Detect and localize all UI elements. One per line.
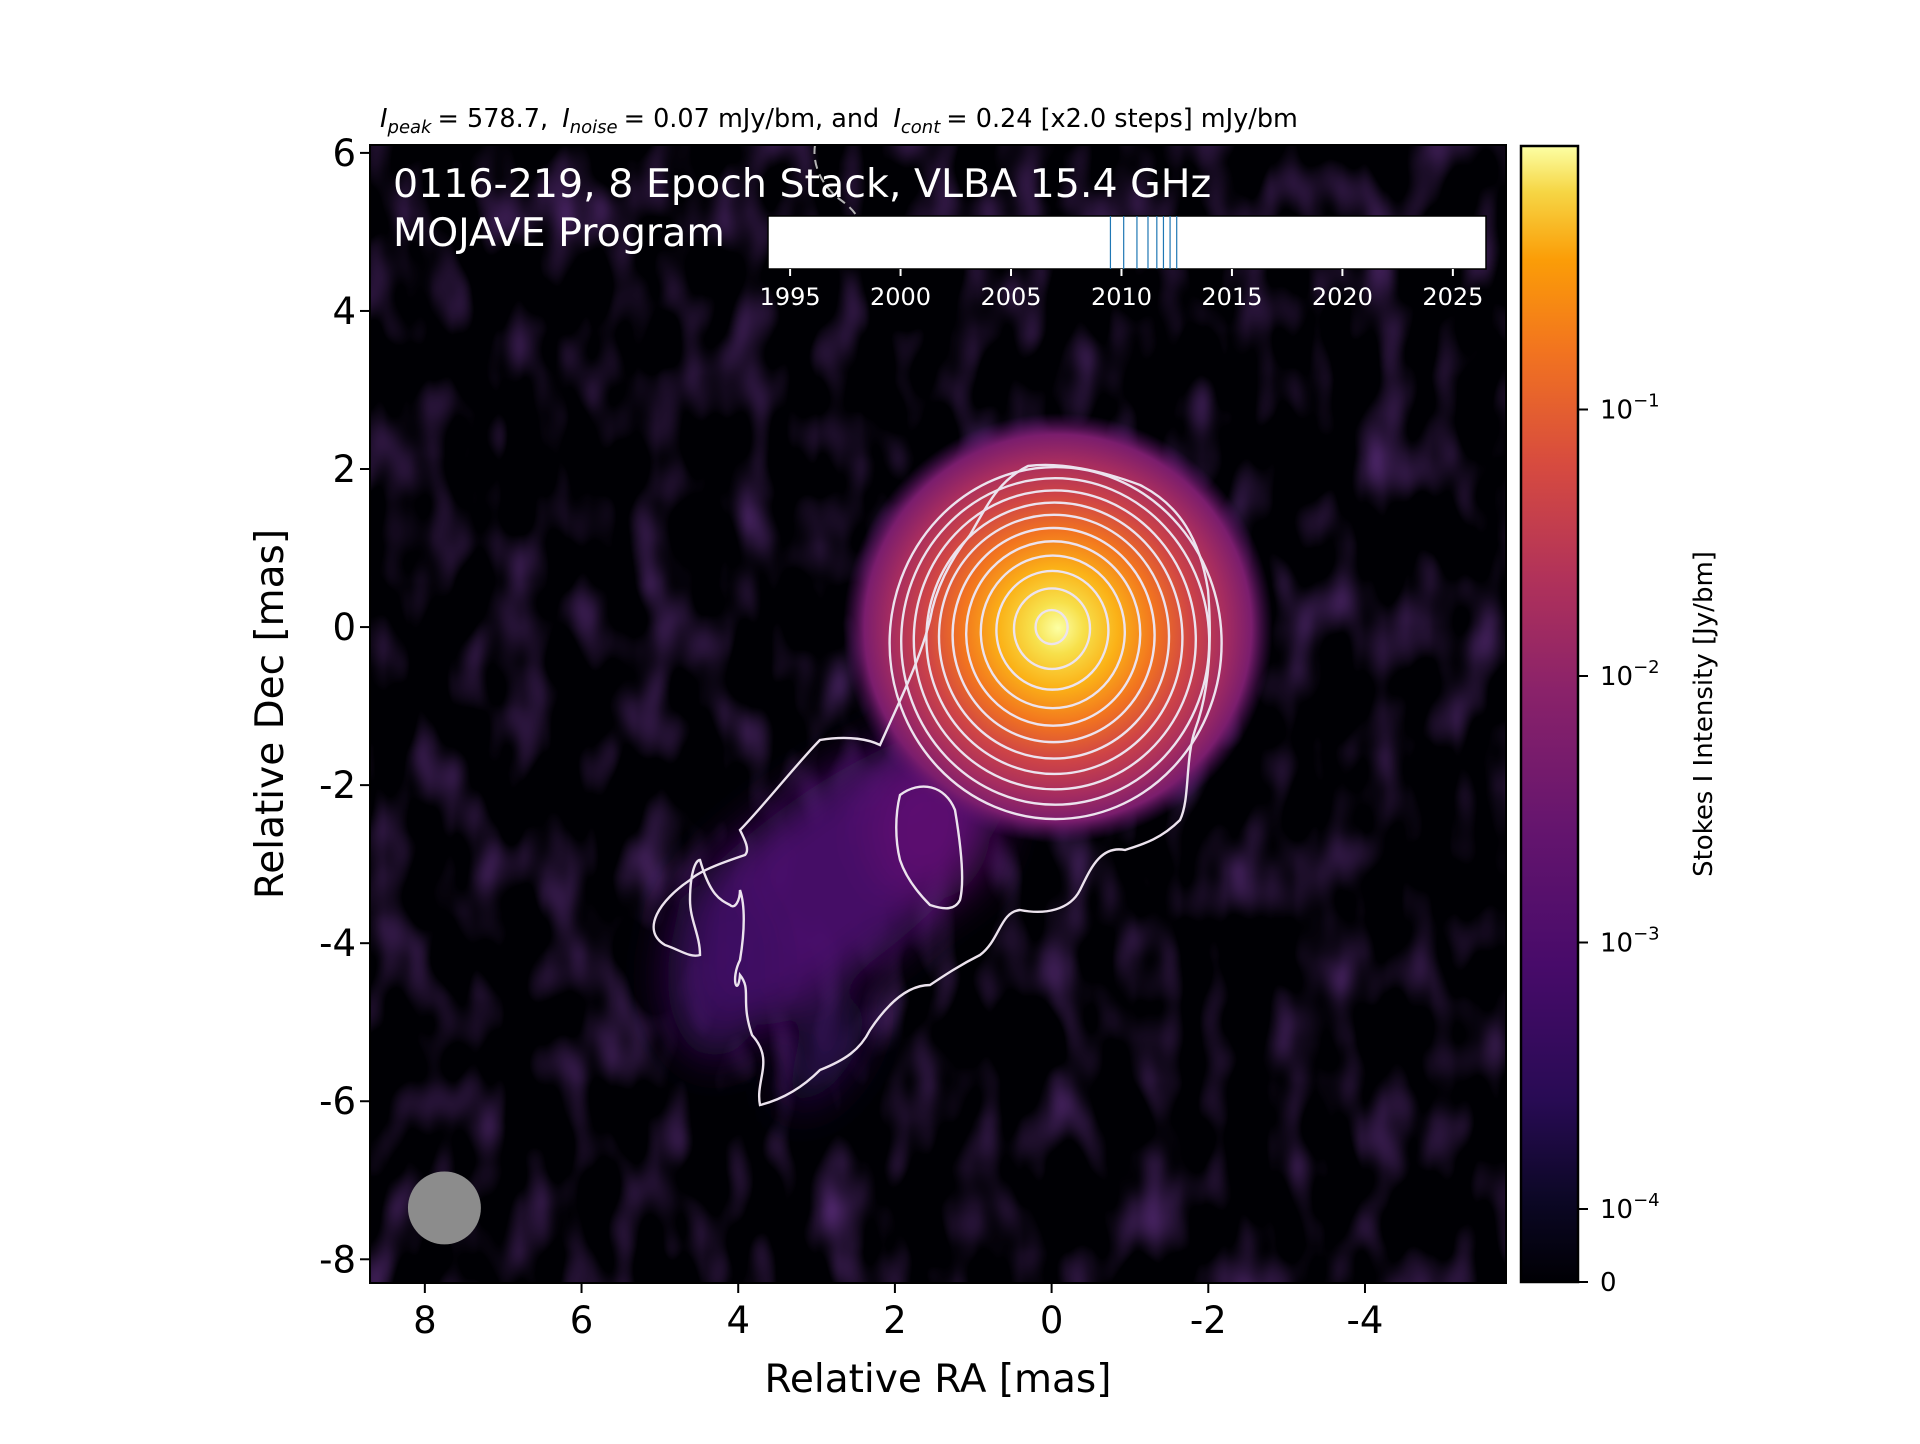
plot-frame xyxy=(369,144,1507,1284)
contour-level-11 xyxy=(888,465,1223,821)
y-tick-label: -8 xyxy=(319,1238,356,1281)
x-tick-label: 4 xyxy=(726,1299,750,1342)
x-axis: 8 6 4 2 0 -2 -4 xyxy=(413,1283,1383,1342)
colorbar-ticks: 0 10−4 10−3 10−2 10−1 xyxy=(1578,391,1660,1298)
x-tick-label: 8 xyxy=(413,1299,437,1342)
x-tick-label: 2 xyxy=(883,1299,907,1342)
contour-outer xyxy=(652,463,1211,1107)
contour-level-9 xyxy=(912,489,1198,791)
x-tick-label: -2 xyxy=(1190,1299,1227,1342)
contour-level-3 xyxy=(995,569,1110,691)
y-tick-label: -6 xyxy=(319,1080,356,1123)
dashed-contour xyxy=(813,145,861,226)
y-tick-label: 0 xyxy=(332,606,356,649)
colorbar-tick-label: 10−4 xyxy=(1600,1190,1660,1225)
colorbar-frame xyxy=(1519,144,1580,1284)
timeline-tick-label: 2015 xyxy=(1201,283,1262,311)
y-axis: 6 4 2 0 -2 -4 -6 -8 xyxy=(319,132,370,1281)
timeline-tick-label: 2005 xyxy=(980,283,1041,311)
colorbar-tick-label: 10−1 xyxy=(1600,391,1660,426)
x-tick-label: -4 xyxy=(1347,1299,1384,1342)
contour-level-5 xyxy=(964,540,1142,727)
colorbar-tick-label: 0 xyxy=(1600,1268,1617,1298)
y-tick-label: -4 xyxy=(319,922,356,965)
x-axis-label: Relative RA [mas] xyxy=(765,1357,1112,1402)
x-tick-label: 6 xyxy=(570,1299,594,1342)
epoch-timeline-inset: 1995 2000 2005 2010 2015 2020 2025 xyxy=(760,215,1487,311)
overlay-title-line2: MOJAVE Program xyxy=(393,210,725,256)
y-tick-label: 6 xyxy=(332,132,356,175)
timeline-tick-label: 2025 xyxy=(1422,283,1483,311)
contour-level-6 xyxy=(951,526,1156,744)
contour-level-4 xyxy=(979,554,1127,710)
timeline-tick-label: 2010 xyxy=(1091,283,1152,311)
contour-set xyxy=(652,463,1223,1107)
colorbar-ramp xyxy=(1521,146,1578,1282)
contour-level-1 xyxy=(1034,608,1069,646)
plot-area: 0116-219, 8 Epoch Stack, VLBA 15.4 GHz M… xyxy=(370,145,1506,1283)
timeline-tick-label: 2000 xyxy=(870,283,931,311)
overlay-title-line1: 0116-219, 8 Epoch Stack, VLBA 15.4 GHz xyxy=(393,161,1211,207)
y-tick-label: -2 xyxy=(319,764,356,807)
beam-ellipse xyxy=(407,1171,481,1245)
colorbar-label: Stokes I Intensity [Jy/bm] xyxy=(1689,551,1719,877)
contour-level-7 xyxy=(937,513,1171,760)
y-axis-label: Relative Dec [mas] xyxy=(248,529,293,899)
chart-subtitle: Ipeak = 578.7, Inoise = 0.07 mJy/bm, and I… xyxy=(380,104,1298,138)
timeline-tick-label: 2020 xyxy=(1312,283,1373,311)
y-tick-label: 4 xyxy=(332,290,356,333)
y-tick-label: 2 xyxy=(332,448,356,491)
x-tick-label: 0 xyxy=(1040,1299,1064,1342)
timeline-tick-label: 1995 xyxy=(760,283,821,311)
contour-level-2 xyxy=(1012,587,1092,671)
contour-jet-island xyxy=(895,785,964,910)
timeline-box xyxy=(767,215,1487,270)
contour-level-10 xyxy=(899,477,1211,806)
colorbar-tick-label: 10−3 xyxy=(1600,924,1660,959)
contour-level-8 xyxy=(925,501,1184,776)
colorbar-tick-label: 10−2 xyxy=(1600,657,1660,692)
